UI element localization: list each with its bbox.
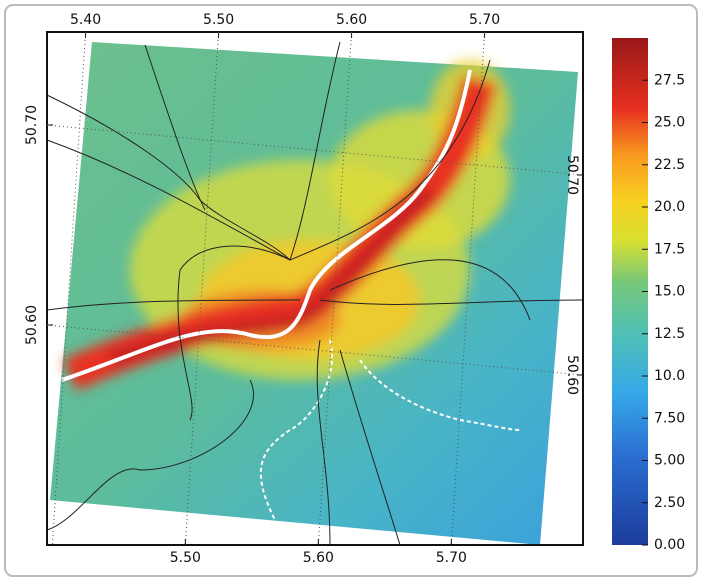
colorbar-tick-label: 0.00 bbox=[654, 537, 685, 553]
top-tick-label: 5.70 bbox=[469, 12, 500, 28]
top-tick-label: 5.50 bbox=[203, 12, 234, 28]
left-tick-label: 50.60 bbox=[24, 305, 40, 345]
colorbar-tick-label: 7.50 bbox=[654, 410, 685, 426]
colorbar-tick-label: 20.0 bbox=[654, 199, 685, 215]
bottom-tick-label: 5.70 bbox=[436, 550, 467, 566]
colorbar-tick-label: 2.50 bbox=[654, 495, 685, 511]
raster bbox=[47, 42, 583, 545]
colorbar-tick-label: 25.0 bbox=[654, 115, 685, 131]
left-tick-label: 50.70 bbox=[24, 105, 40, 145]
colorbar-tick-label: 12.5 bbox=[654, 326, 685, 342]
page: 5.405.505.605.705.505.605.7050.7050.6050… bbox=[0, 0, 703, 582]
bottom-tick-label: 5.50 bbox=[170, 550, 201, 566]
top-tick-label: 5.40 bbox=[70, 12, 101, 28]
top-tick-label: 5.60 bbox=[336, 12, 367, 28]
colorbar-tick-label: 17.5 bbox=[654, 241, 685, 257]
map-figure: 5.405.505.605.705.505.605.7050.7050.6050… bbox=[0, 0, 703, 582]
colorbar-tick-label: 15.0 bbox=[654, 284, 685, 300]
bottom-tick-label: 5.60 bbox=[303, 550, 334, 566]
colorbar-tick-label: 22.5 bbox=[654, 157, 685, 173]
colorbar-tick-label: 5.00 bbox=[654, 453, 685, 469]
colorbar-tick-label: 27.5 bbox=[654, 72, 685, 88]
colorbar-tick-label: 10.0 bbox=[654, 368, 685, 384]
